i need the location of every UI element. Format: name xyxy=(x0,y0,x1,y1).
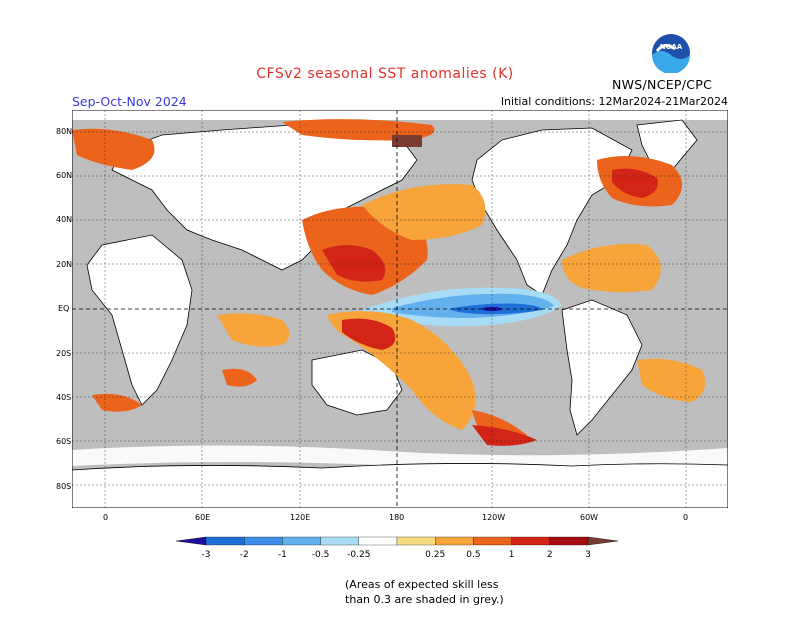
lon-label-60w: 60W xyxy=(580,513,599,522)
southern-ocean-warm xyxy=(472,425,537,446)
bering-warm-core xyxy=(392,135,422,147)
colorbar-tick-label: 0.25 xyxy=(425,550,445,560)
colorbar-cells xyxy=(205,536,589,546)
sst-anomaly-patches xyxy=(72,119,706,446)
africa xyxy=(86,234,193,406)
antarctica xyxy=(72,463,728,508)
lon-label-60e: 60E xyxy=(195,513,211,522)
north-atlantic-core xyxy=(612,168,658,198)
lon-label-120e: 120E xyxy=(290,513,311,522)
indian-ocean-warm xyxy=(217,313,290,347)
southern-indian-warm xyxy=(92,393,142,412)
colorbar-cell xyxy=(549,536,589,546)
lat-label-20n: 20N xyxy=(56,260,73,269)
map-title: CFSv2 seasonal SST anomalies (K) xyxy=(256,66,514,82)
initial-conditions-label: Initial conditions: 12Mar2024-21Mar2024 xyxy=(500,95,728,108)
organization-label: NWS/NCEP/CPC xyxy=(612,77,713,92)
north-atlantic-warm xyxy=(562,244,661,293)
noaa-logo-text: NOAA xyxy=(660,43,683,51)
sst-anomaly-map xyxy=(72,110,728,508)
west-pacific-warm-core xyxy=(322,245,386,282)
colorbar-cell xyxy=(282,536,321,546)
colorbar-tick-label: 3 xyxy=(585,550,591,560)
colorbar: -3 -2 -1 -0.5 -0.25 0.25 0.5 1 2 3 xyxy=(175,536,619,560)
lat-label-40n: 40N xyxy=(56,215,73,224)
colorbar-tick-label: 2 xyxy=(547,550,553,560)
colorbar-left-arrow xyxy=(175,536,207,546)
europe-warm xyxy=(72,128,155,170)
colorbar-tick-label: -0.25 xyxy=(347,550,370,560)
lat-label-60s: 60S xyxy=(56,437,72,446)
colorbar-cell xyxy=(205,536,245,546)
lat-label-80s: 80S xyxy=(56,482,72,491)
arctic-white xyxy=(72,110,728,120)
lon-label-180: 180 xyxy=(389,513,405,522)
colorbar-tick-label: -1 xyxy=(278,550,287,560)
lat-label-20s: 20S xyxy=(56,349,72,358)
colorbar-cell xyxy=(511,536,550,546)
southern-ocean-white xyxy=(72,445,728,469)
indian-ocean-south xyxy=(222,368,257,387)
skill-note-line-1: (Areas of expected skill less xyxy=(345,578,499,591)
season-label: Sep-Oct-Nov 2024 xyxy=(72,94,187,109)
colorbar-cell xyxy=(244,536,283,546)
north-pacific-warm xyxy=(362,184,486,240)
lon-label-120w: 120W xyxy=(482,513,506,522)
lon-label-0-right: 0 xyxy=(683,513,689,522)
colorbar-tick-label: -2 xyxy=(240,550,249,560)
lon-label-0: 0 xyxy=(103,513,109,522)
colorbar-cell xyxy=(396,536,436,546)
australia xyxy=(311,349,403,416)
colorbar-cell xyxy=(473,536,512,546)
noaa-logo: NOAA xyxy=(652,34,690,73)
south-atlantic-warm xyxy=(637,358,706,402)
colorbar-tick-label: -0.5 xyxy=(312,550,330,560)
colorbar-tick-label: 1 xyxy=(509,550,515,560)
colorbar-cell xyxy=(435,536,474,546)
south-america xyxy=(561,299,643,436)
colorbar-tick-label: 0.5 xyxy=(466,550,480,560)
map-grid xyxy=(72,110,728,508)
skill-note-line-2: than 0.3 are shaded in grey.) xyxy=(345,593,504,606)
south-pacific-warm-core xyxy=(342,318,396,350)
skill-note: (Areas of expected skill less than 0.3 a… xyxy=(345,577,504,607)
land-masses xyxy=(72,119,728,508)
colorbar-tick-label: -3 xyxy=(202,550,211,560)
lat-label-eq: EQ xyxy=(58,304,70,313)
colorbar-cell xyxy=(320,536,359,546)
lat-label-80n: 80N xyxy=(56,127,73,136)
colorbar-cell xyxy=(358,536,398,546)
colorbar-ticks: -3 -2 -1 -0.5 -0.25 0.25 0.5 1 2 3 xyxy=(202,550,591,560)
lat-label-60n: 60N xyxy=(56,171,73,180)
colorbar-right-arrow xyxy=(587,536,619,546)
lat-label-40s: 40S xyxy=(56,393,72,402)
